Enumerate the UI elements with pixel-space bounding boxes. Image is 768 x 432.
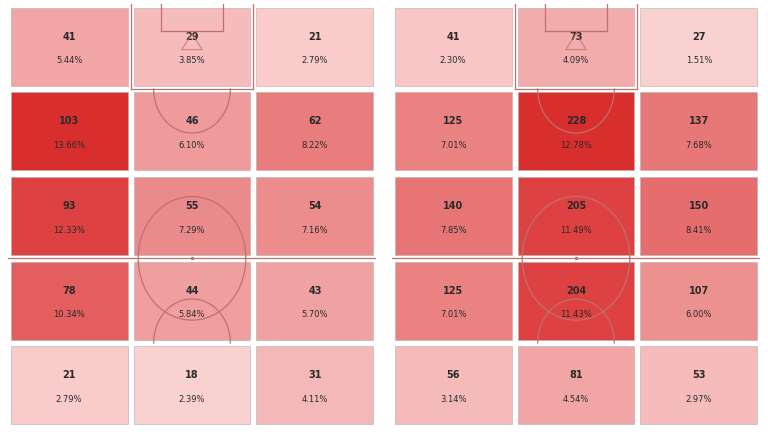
Text: 78: 78 [62, 286, 76, 295]
Text: 137: 137 [689, 116, 709, 126]
Text: 3.14%: 3.14% [440, 395, 466, 404]
Bar [134, 8, 250, 86]
Text: 11.49%: 11.49% [560, 226, 592, 235]
Text: 54: 54 [308, 201, 322, 211]
Text: 81: 81 [569, 370, 583, 380]
Text: 44: 44 [185, 286, 199, 295]
Text: 8.41%: 8.41% [686, 226, 712, 235]
Bar [134, 262, 250, 340]
Text: 21: 21 [308, 32, 322, 41]
Text: 11.43%: 11.43% [560, 310, 592, 319]
Bar [11, 177, 127, 255]
Bar [641, 262, 757, 340]
Text: 93: 93 [62, 201, 76, 211]
Text: 8.22%: 8.22% [302, 141, 328, 150]
Text: 21: 21 [62, 370, 76, 380]
Bar [518, 262, 634, 340]
Bar [11, 92, 127, 170]
Text: 2.79%: 2.79% [56, 395, 82, 404]
Text: 53: 53 [692, 370, 706, 380]
Text: 228: 228 [566, 116, 586, 126]
Text: 18: 18 [185, 370, 199, 380]
Text: 10.34%: 10.34% [53, 310, 85, 319]
Bar [518, 92, 634, 170]
Text: 4.54%: 4.54% [563, 395, 589, 404]
Text: 4.09%: 4.09% [563, 56, 589, 65]
Text: 7.16%: 7.16% [302, 226, 328, 235]
Text: 3.85%: 3.85% [179, 56, 205, 65]
Text: 2.79%: 2.79% [302, 56, 328, 65]
Text: 41: 41 [446, 32, 460, 41]
Bar [11, 8, 127, 86]
Text: 103: 103 [59, 116, 79, 126]
Text: 205: 205 [566, 201, 586, 211]
Bar [395, 346, 511, 424]
Text: 12.78%: 12.78% [560, 141, 592, 150]
Text: 150: 150 [689, 201, 709, 211]
Text: 7.01%: 7.01% [440, 141, 466, 150]
Bar [641, 92, 757, 170]
Bar [257, 262, 373, 340]
Bar [134, 92, 250, 170]
Text: 1.51%: 1.51% [686, 56, 712, 65]
Text: 46: 46 [185, 116, 199, 126]
Text: 6.00%: 6.00% [686, 310, 712, 319]
Text: 55: 55 [185, 201, 199, 211]
Bar [257, 177, 373, 255]
Bar [257, 346, 373, 424]
Text: 4.11%: 4.11% [302, 395, 328, 404]
Bar [395, 92, 511, 170]
Text: 7.85%: 7.85% [440, 226, 466, 235]
Text: 62: 62 [308, 116, 322, 126]
Text: 31: 31 [308, 370, 322, 380]
Text: 204: 204 [566, 286, 586, 295]
Bar [134, 177, 250, 255]
Bar [395, 262, 511, 340]
Bar [257, 92, 373, 170]
Text: 5.84%: 5.84% [179, 310, 205, 319]
Bar [518, 8, 634, 86]
Bar [257, 8, 373, 86]
Bar [641, 177, 757, 255]
Bar [518, 177, 634, 255]
Text: 107: 107 [689, 286, 709, 295]
Text: 29: 29 [185, 32, 199, 41]
Bar [395, 8, 511, 86]
Text: 140: 140 [443, 201, 463, 211]
Text: 73: 73 [569, 32, 583, 41]
Text: 41: 41 [62, 32, 76, 41]
Text: 2.39%: 2.39% [179, 395, 205, 404]
Text: 5.70%: 5.70% [302, 310, 328, 319]
Text: 125: 125 [443, 116, 463, 126]
Text: 56: 56 [446, 370, 460, 380]
Text: 13.66%: 13.66% [53, 141, 85, 150]
Bar [134, 346, 250, 424]
Text: 7.29%: 7.29% [179, 226, 205, 235]
Text: 2.30%: 2.30% [440, 56, 466, 65]
Bar [641, 346, 757, 424]
Text: 27: 27 [692, 32, 706, 41]
Bar [641, 8, 757, 86]
Text: 6.10%: 6.10% [179, 141, 205, 150]
Text: 7.01%: 7.01% [440, 310, 466, 319]
Bar [11, 346, 127, 424]
Bar [518, 346, 634, 424]
Text: 2.97%: 2.97% [686, 395, 712, 404]
Text: 43: 43 [308, 286, 322, 295]
Text: 5.44%: 5.44% [56, 56, 82, 65]
Bar [11, 262, 127, 340]
Text: 12.33%: 12.33% [53, 226, 85, 235]
Bar [395, 177, 511, 255]
Text: 125: 125 [443, 286, 463, 295]
Text: 7.68%: 7.68% [686, 141, 712, 150]
